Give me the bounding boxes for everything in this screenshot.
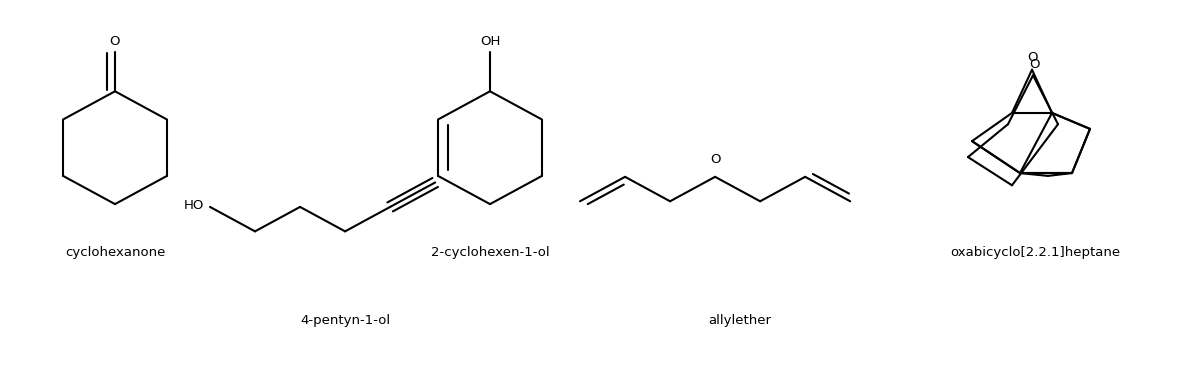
Text: OH: OH xyxy=(480,35,500,48)
Text: 2-cyclohexen-1-ol: 2-cyclohexen-1-ol xyxy=(431,246,550,260)
Text: O: O xyxy=(1027,51,1038,64)
Text: allylether: allylether xyxy=(708,314,772,327)
Text: 4-pentyn-1-ol: 4-pentyn-1-ol xyxy=(300,314,390,327)
Text: cyclohexanone: cyclohexanone xyxy=(65,246,166,260)
Text: O: O xyxy=(1030,58,1040,71)
Text: O: O xyxy=(710,152,720,166)
Text: O: O xyxy=(109,35,120,48)
Text: oxabicyclo[2.2.1]heptane: oxabicyclo[2.2.1]heptane xyxy=(950,246,1120,260)
Text: HO: HO xyxy=(184,198,204,212)
